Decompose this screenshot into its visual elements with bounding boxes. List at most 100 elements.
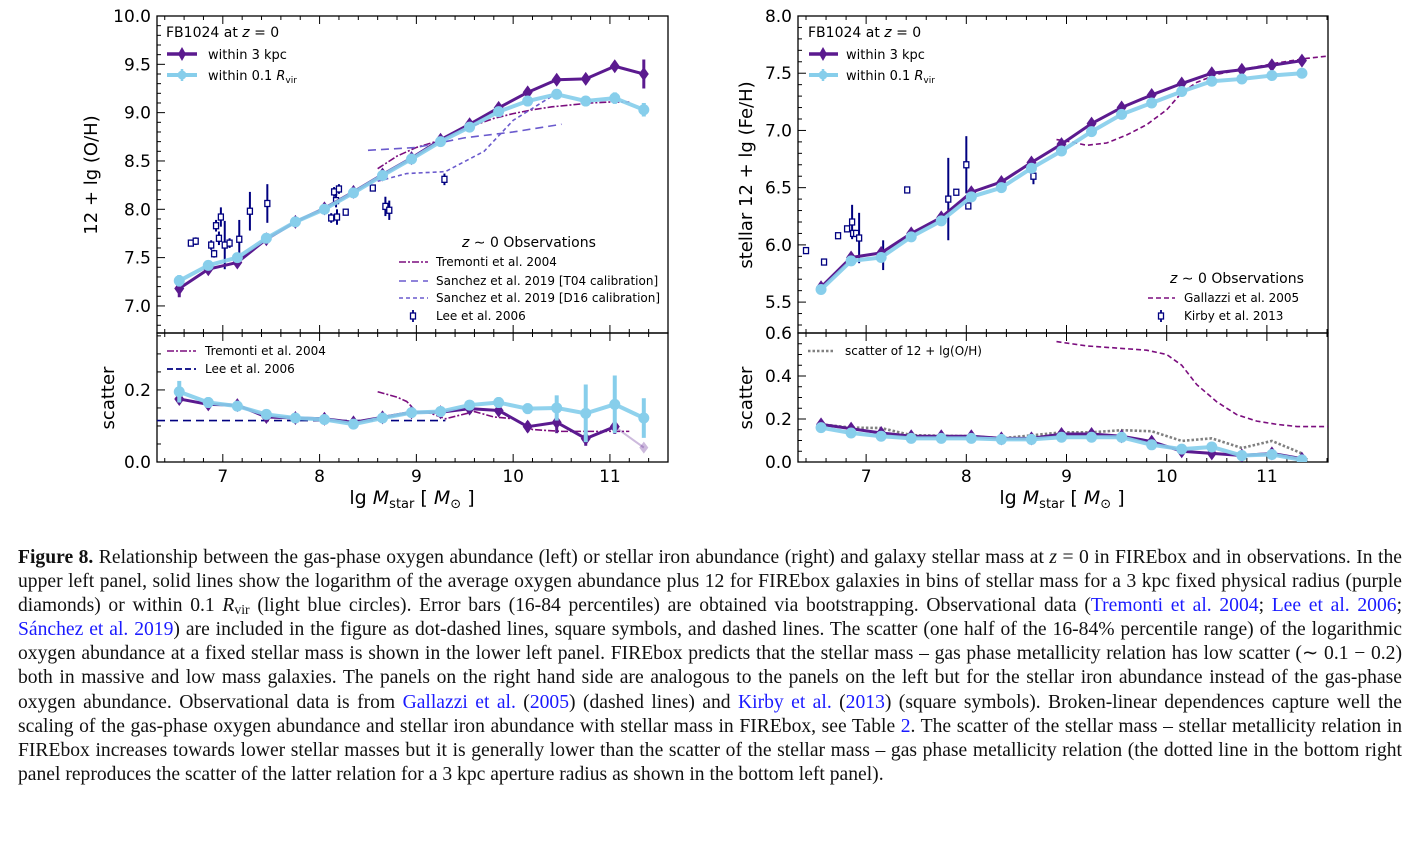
circle-point	[609, 92, 621, 104]
obs-legend-lee: Lee et al. 2006	[436, 309, 526, 323]
faded-diamond-point	[639, 441, 649, 454]
obs-legend-title: z ∼ 0 Observations	[461, 235, 596, 251]
obs-square-point	[965, 202, 972, 210]
y-tick-label: 9.0	[124, 104, 151, 124]
circle-point	[965, 191, 977, 203]
caption-link[interactable]: Tremonti et al. 2004	[1090, 595, 1259, 617]
caption-link[interactable]: 2013	[845, 691, 885, 713]
obs-legend-gallazzi: Gallazzi et al. 2005	[1184, 291, 1299, 305]
diamond-point	[1266, 58, 1277, 73]
obs-square-point	[963, 161, 970, 169]
caption-link[interactable]: 2	[900, 715, 911, 737]
obs-square-point	[212, 222, 220, 230]
left-lower-ylabel: scatter	[98, 366, 119, 429]
y-tick-label: 0.0	[765, 453, 792, 473]
circle-point	[1266, 448, 1278, 460]
circle-point	[1086, 126, 1098, 138]
circle-point	[638, 104, 650, 116]
left-upper-ylabel: 12 + lg (O/H)	[81, 115, 102, 234]
left-upper-legend: FB1024 at z = 0 within 3 kpc within 0.1 …	[166, 25, 297, 86]
obs-legend-sanchez-d16: Sanchez et al. 2019 [D16 calibration]	[436, 291, 660, 305]
obs-square-point	[386, 206, 393, 214]
diamond-point	[1236, 62, 1247, 77]
circle-point	[1176, 443, 1188, 455]
circle-point	[815, 422, 827, 434]
caption-text: ) (square symbols). Broken-linear depend…	[18, 691, 1402, 737]
caption-text: (light blue circles). Error bars (16-84 …	[249, 595, 1091, 617]
legend-square-icon	[409, 312, 417, 320]
circle-point	[638, 412, 650, 424]
obs-square-point	[904, 186, 911, 194]
circle-point	[1086, 431, 1098, 443]
obs-square-point	[843, 225, 851, 233]
circle-point	[905, 231, 917, 243]
right-lower-panel: 7 8 9 10 11 0.0 0.2 0.4 0.6	[765, 324, 1329, 487]
left-upper-panel: 7.0 7.5 8.0 8.5 9.0 9.5 10.0	[113, 7, 669, 334]
y-tick-label: 7.5	[765, 64, 792, 84]
circle-point	[815, 284, 827, 296]
obs-line-gallazzi-et-al-2005	[1056, 340, 1328, 428]
series-line-3kpc	[178, 397, 616, 441]
circle-point	[580, 95, 592, 107]
obs-line-tremonti-et-al-2004	[377, 390, 630, 433]
circle-point	[995, 433, 1007, 445]
x-tick-label: 8	[961, 467, 972, 487]
svg-text:lg Mstar [ M⊙ ]: lg Mstar [ M⊙ ]	[999, 487, 1124, 512]
circle-point	[173, 275, 185, 287]
x-tick-label: 10	[1156, 467, 1178, 487]
svg-text:lg Mstar [ M⊙ ]: lg Mstar [ M⊙ ]	[349, 487, 474, 512]
obs-square-point	[369, 184, 376, 192]
caption-text: (	[831, 691, 846, 713]
circle-point	[1146, 97, 1158, 109]
y-tick-label: 7.5	[124, 249, 151, 269]
left-lower-legend: Tremonti et al. 2004 Lee et al. 2006	[167, 344, 326, 376]
obs-square-point	[264, 199, 271, 208]
obs-square-point	[802, 246, 810, 255]
circle-point	[289, 412, 301, 424]
x-tick-label: 11	[1256, 467, 1278, 487]
x-tick-label: 7	[217, 467, 228, 487]
caption-link[interactable]: Gallazzi et al.	[402, 691, 516, 713]
obs-square-point	[246, 207, 254, 215]
caption-link[interactable]: Sánchez et al. 2019	[18, 619, 174, 641]
circle-point	[609, 398, 621, 410]
circle-point	[845, 255, 857, 267]
circle-point	[289, 216, 301, 228]
obs-square-point	[333, 213, 341, 221]
caption-link[interactable]: Kirby et al.	[737, 691, 832, 713]
right-upper-obs-legend: z ∼ 0 Observations Gallazzi et al. 2005 …	[1148, 271, 1304, 323]
legend-item-rvir: within 0.1 Rvir	[208, 69, 297, 86]
circle-point	[1176, 86, 1188, 98]
y-tick-label: 0.2	[765, 410, 792, 430]
circle-point	[173, 386, 185, 398]
legend-diamond-icon	[178, 47, 186, 61]
x-tick-label: 10	[502, 467, 524, 487]
diamond-point	[580, 71, 591, 86]
obs-line-gallazzi-et-al-2005	[1056, 55, 1328, 147]
circle-point	[435, 136, 447, 148]
circle-point	[464, 399, 476, 411]
circle-point	[1146, 439, 1158, 451]
circle-point	[231, 400, 243, 412]
y-tick-label: 9.5	[124, 55, 151, 75]
x-tick-label: 8	[314, 467, 325, 487]
circle-point	[202, 259, 214, 271]
caption-link[interactable]: 2005	[529, 691, 570, 713]
right-xlabel: lg Mstar [ M⊙ ]	[999, 487, 1124, 512]
circle-point	[347, 418, 359, 430]
circle-point	[1206, 75, 1218, 87]
obs-square-point	[945, 195, 952, 203]
caption-text: ) are included in the figure as dot-dash…	[18, 619, 1402, 713]
y-tick-label: 5.5	[765, 293, 792, 313]
obs-square-point	[342, 208, 349, 216]
caption-text: Relationship between the gas-phase oxyge…	[93, 547, 1050, 568]
right-lower-ylabel: scatter	[736, 366, 757, 429]
circle-point	[435, 406, 447, 418]
caption-text: vir	[234, 602, 250, 618]
caption-link[interactable]: Lee et al. 2006	[1271, 595, 1397, 617]
obs-square-point	[441, 175, 448, 183]
circle-point	[995, 182, 1007, 194]
circle-point	[1055, 145, 1067, 157]
circle-point	[935, 432, 947, 444]
diamond-point	[522, 85, 533, 100]
